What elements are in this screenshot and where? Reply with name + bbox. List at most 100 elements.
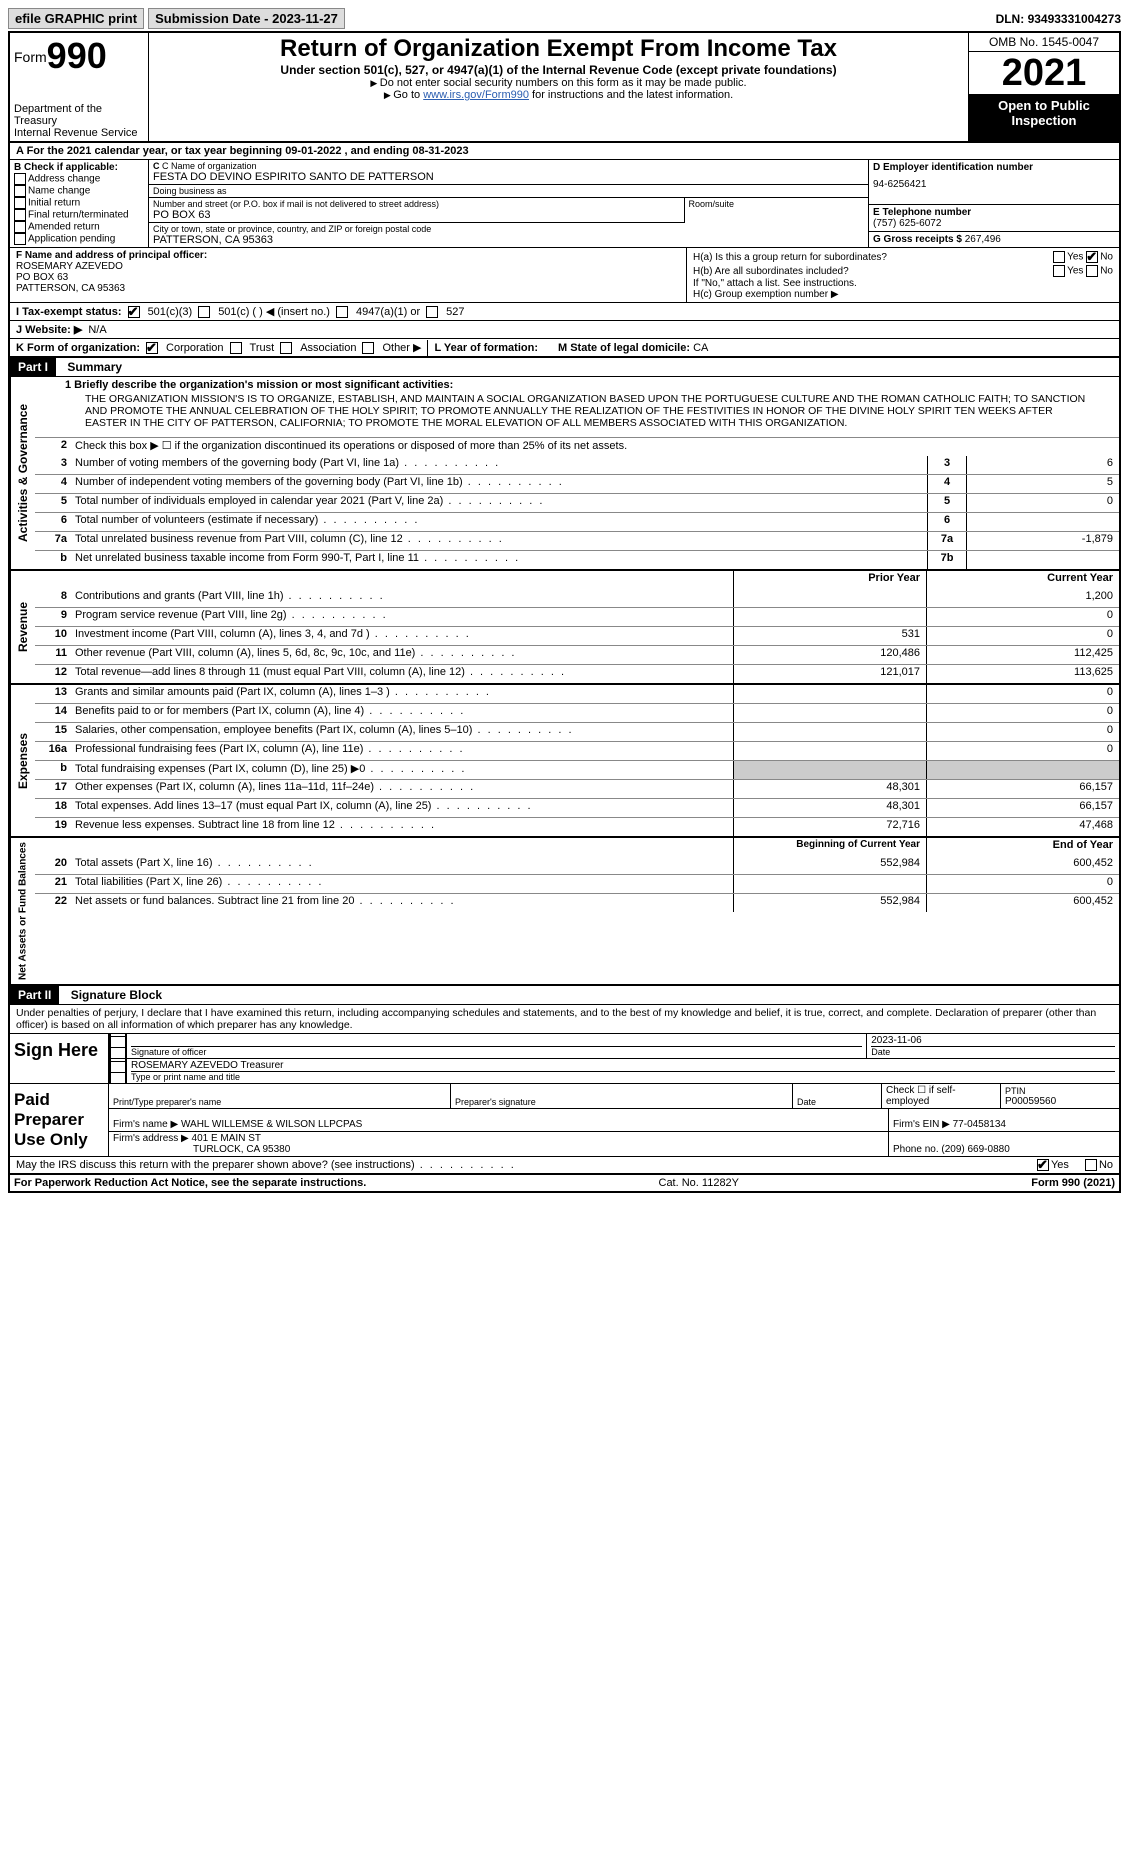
side-expenses: Expenses (10, 685, 35, 836)
chk-label: Amended return (28, 222, 100, 233)
m-label: M State of legal domicile: (558, 342, 693, 354)
phone-label: E Telephone number (873, 207, 1115, 218)
chk-association[interactable] (280, 342, 292, 354)
chk-initial-return[interactable]: Initial return (14, 197, 144, 209)
hb-note: If "No," attach a list. See instructions… (693, 278, 1113, 289)
form-header: Form990 Department of the Treasury Inter… (10, 33, 1119, 143)
l-label: L Year of formation: (434, 342, 538, 354)
data-line: bTotal fundraising expenses (Part IX, co… (35, 760, 1119, 779)
yes-label: Yes (1067, 266, 1083, 277)
data-line: 11Other revenue (Part VIII, column (A), … (35, 645, 1119, 664)
gross-label: G Gross receipts $ (873, 234, 965, 245)
phone-value: (757) 625-6072 (873, 218, 1115, 229)
chk-trust[interactable] (230, 342, 242, 354)
part1-bar: Part I Summary (10, 358, 1119, 377)
firm-ein-cell: Firm's EIN ▶ 77-0458134 (889, 1109, 1119, 1131)
end-year-hdr: End of Year (926, 838, 1119, 856)
gross-value: 267,496 (965, 234, 1001, 245)
net-body: Beginning of Current Year End of Year 20… (35, 838, 1119, 984)
data-line: 21Total liabilities (Part X, line 26)0 (35, 874, 1119, 893)
ein-cell: D Employer identification number 94-6256… (869, 160, 1119, 205)
city-label: City or town, state or province, country… (153, 224, 864, 234)
street-value: PO BOX 63 (153, 209, 680, 221)
k-label: K Form of organization: (16, 342, 140, 354)
data-line: 13Grants and similar amounts paid (Part … (35, 685, 1119, 703)
col-h-group: H(a) Is this a group return for subordin… (686, 248, 1119, 302)
hb-yes[interactable] (1053, 265, 1065, 277)
dba-label: Doing business as (153, 186, 864, 196)
data-line: 12Total revenue—add lines 8 through 11 (… (35, 664, 1119, 683)
chk-527[interactable] (426, 306, 438, 318)
name-title-label: Type or print name and title (131, 1071, 1115, 1082)
chk-label: Final return/terminated (28, 210, 129, 221)
chk-corporation[interactable] (146, 342, 158, 354)
prior-year-hdr: Prior Year (733, 571, 926, 589)
chk-501c[interactable] (198, 306, 210, 318)
officer-addr1: PO BOX 63 (16, 272, 680, 283)
goto-pre: Go to (393, 89, 423, 101)
prep-date-cell: Date (793, 1084, 882, 1108)
data-line: 17Other expenses (Part IX, column (A), l… (35, 779, 1119, 798)
opt-trust: Trust (250, 342, 275, 354)
ha-label: H(a) Is this a group return for subordin… (693, 252, 887, 263)
chk-4947[interactable] (336, 306, 348, 318)
gov-line: bNet unrelated business taxable income f… (35, 550, 1119, 569)
mission-text: THE ORGANIZATION MISSION'S IS TO ORGANIZ… (35, 391, 1119, 437)
opt-other: Other ▶ (382, 341, 421, 354)
firm-name-label: Firm's name ▶ (113, 1119, 181, 1130)
hb-no[interactable] (1086, 265, 1098, 277)
exp-body: 13Grants and similar amounts paid (Part … (35, 685, 1119, 836)
officer-name: ROSEMARY AZEVEDO (16, 261, 680, 272)
netassets-section: Net Assets or Fund Balances Beginning of… (10, 838, 1119, 986)
firm-name: WAHL WILLEMSE & WILSON LLPCPAS (181, 1119, 362, 1130)
ha-no[interactable] (1086, 251, 1098, 263)
chk-label: Name change (28, 186, 90, 197)
gross-cell: G Gross receipts $ 267,496 (869, 232, 1119, 247)
chk-label: Address change (28, 174, 100, 185)
self-emp-cell: Check ☐ if self-employed (882, 1084, 1001, 1108)
data-line: 10Investment income (Part VIII, column (… (35, 626, 1119, 645)
current-year-hdr: Current Year (926, 571, 1119, 589)
yes-label: Yes (1067, 252, 1083, 263)
sig-date: 2023-11-06 (871, 1035, 1115, 1046)
paid-prep-label: Paid Preparer Use Only (10, 1084, 109, 1156)
city-field: City or town, state or province, country… (149, 223, 868, 247)
may-irs-no[interactable] (1085, 1159, 1097, 1171)
opt-527: 527 (446, 306, 464, 318)
pen-icon (109, 1059, 127, 1083)
may-irs-yes[interactable] (1037, 1159, 1049, 1171)
footer-right: Form 990 (2021) (1031, 1177, 1115, 1189)
chk-501c3[interactable] (128, 306, 140, 318)
col-b-checkboxes: B Check if applicable: Address change Na… (10, 160, 149, 247)
firm-name-cell: Firm's name ▶ WAHL WILLEMSE & WILSON LLP… (109, 1109, 889, 1131)
efile-button[interactable]: efile GRAPHIC print (8, 8, 144, 29)
expenses-section: Expenses 13Grants and similar amounts pa… (10, 685, 1119, 838)
part1-title: Summary (59, 360, 122, 374)
penalty-text: Under penalties of perjury, I declare th… (10, 1005, 1119, 1033)
ptin-cell: PTIN P00059560 (1001, 1084, 1119, 1108)
prep-name-cell: Print/Type preparer's name (109, 1084, 451, 1108)
irs-label: Internal Revenue Service (14, 127, 144, 139)
chk-address-change[interactable]: Address change (14, 173, 144, 185)
data-line: 9Program service revenue (Part VIII, lin… (35, 607, 1119, 626)
chk-application-pending[interactable]: Application pending (14, 233, 144, 245)
open-public-badge: Open to Public Inspection (969, 94, 1119, 141)
i-label: I Tax-exempt status: (16, 306, 122, 318)
b-title: B Check if applicable: (14, 162, 144, 173)
phone-cell: E Telephone number (757) 625-6072 (869, 205, 1119, 232)
may-irs-row: May the IRS discuss this return with the… (10, 1156, 1119, 1173)
form-number: 990 (47, 35, 107, 76)
chk-amended-return[interactable]: Amended return (14, 221, 144, 233)
prep-body: Print/Type preparer's name Preparer's si… (109, 1084, 1119, 1156)
prep-date-label: Date (797, 1097, 877, 1107)
section-bcd: B Check if applicable: Address change Na… (10, 160, 1119, 248)
room-field: Room/suite (684, 198, 869, 223)
data-line: 15Salaries, other compensation, employee… (35, 722, 1119, 741)
submission-button[interactable]: Submission Date - 2023-11-27 (148, 8, 345, 29)
org-name: FESTA DO DEVINO ESPIRITO SANTO DE PATTER… (153, 171, 864, 183)
chk-name-change[interactable]: Name change (14, 185, 144, 197)
chk-other[interactable] (362, 342, 374, 354)
irs-link[interactable]: www.irs.gov/Form990 (423, 89, 529, 101)
chk-final-return[interactable]: Final return/terminated (14, 209, 144, 221)
ha-yes[interactable] (1053, 251, 1065, 263)
